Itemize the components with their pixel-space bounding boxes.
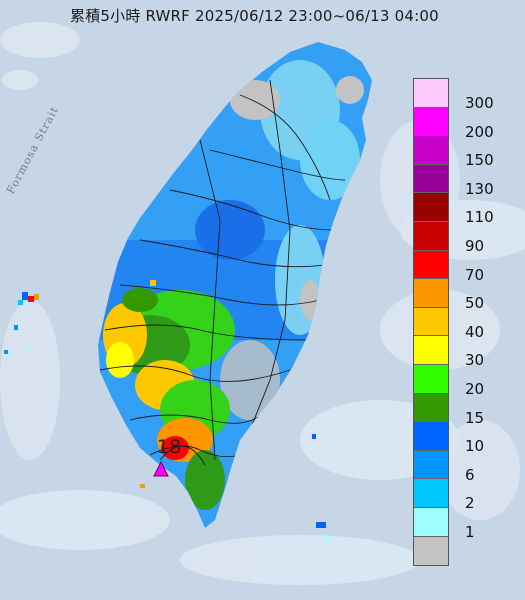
map-title: 累積5小時 RWRF 2025/06/12 23:00~06/13 04:00 xyxy=(70,7,439,25)
legend-swatch xyxy=(414,507,448,537)
legend-swatch xyxy=(414,136,448,165)
legend-label: 90 xyxy=(465,237,485,255)
legend-swatch xyxy=(414,79,448,108)
legend-swatch xyxy=(414,422,448,451)
legend-swatch xyxy=(414,250,448,280)
legend-label: 300 xyxy=(465,94,494,112)
legend-label: 10 xyxy=(465,437,485,456)
legend-label: 15 xyxy=(465,408,485,427)
legend-label: 30 xyxy=(465,351,485,370)
legend-swatch xyxy=(414,193,448,222)
legend-swatch xyxy=(414,450,448,480)
legend-swatch xyxy=(414,536,448,566)
legend-label: 110 xyxy=(465,208,494,227)
peak-marker-icon xyxy=(153,460,169,477)
legend-swatch xyxy=(414,393,448,423)
legend-label: 1 xyxy=(465,523,475,541)
legend-swatch xyxy=(414,279,448,308)
legend-label: 50 xyxy=(465,294,485,313)
legend-label: 200 xyxy=(465,122,494,141)
legend-label: 2 xyxy=(465,494,475,513)
legend-swatch xyxy=(414,479,448,508)
legend-label: 150 xyxy=(465,151,494,170)
legend-label: 130 xyxy=(465,179,494,198)
color-legend xyxy=(413,78,449,567)
legend-swatch xyxy=(414,221,448,251)
legend-label: 6 xyxy=(465,465,475,484)
legend-swatch xyxy=(414,307,448,337)
legend-swatch xyxy=(414,164,448,194)
legend-label: 20 xyxy=(465,380,485,398)
legend-swatch xyxy=(414,107,448,137)
legend-swatch xyxy=(414,364,448,394)
peak-value: 18 xyxy=(157,436,182,458)
legend-label: 70 xyxy=(465,265,485,284)
legend-swatch xyxy=(414,336,448,365)
legend-label: 40 xyxy=(465,322,485,341)
